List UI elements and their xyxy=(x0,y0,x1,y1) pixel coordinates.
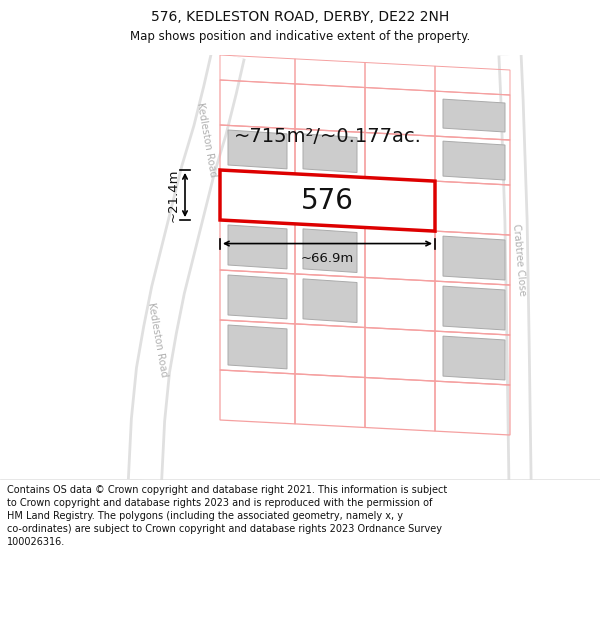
Text: 100026316.: 100026316. xyxy=(7,537,65,547)
Polygon shape xyxy=(220,170,435,231)
Text: Crabtree Close: Crabtree Close xyxy=(511,224,527,296)
Polygon shape xyxy=(303,229,357,272)
Text: ~66.9m: ~66.9m xyxy=(301,251,354,264)
Polygon shape xyxy=(443,236,505,280)
Polygon shape xyxy=(228,130,287,169)
Text: Map shows position and indicative extent of the property.: Map shows position and indicative extent… xyxy=(130,30,470,43)
Text: ~21.4m: ~21.4m xyxy=(167,168,180,222)
Text: Kedleston Road: Kedleston Road xyxy=(146,302,169,378)
Polygon shape xyxy=(443,286,505,330)
Polygon shape xyxy=(443,336,505,380)
Polygon shape xyxy=(228,275,287,319)
Polygon shape xyxy=(443,141,505,180)
Text: Contains OS data © Crown copyright and database right 2021. This information is : Contains OS data © Crown copyright and d… xyxy=(7,485,448,495)
Polygon shape xyxy=(303,279,357,322)
Text: 576, KEDLESTON ROAD, DERBY, DE22 2NH: 576, KEDLESTON ROAD, DERBY, DE22 2NH xyxy=(151,10,449,24)
Text: Kedleston Road: Kedleston Road xyxy=(196,102,218,178)
Text: ~715m²/~0.177ac.: ~715m²/~0.177ac. xyxy=(233,126,421,146)
Text: co-ordinates) are subject to Crown copyright and database rights 2023 Ordnance S: co-ordinates) are subject to Crown copyr… xyxy=(7,524,442,534)
Text: to Crown copyright and database rights 2023 and is reproduced with the permissio: to Crown copyright and database rights 2… xyxy=(7,498,433,508)
Polygon shape xyxy=(443,99,505,132)
Polygon shape xyxy=(303,134,357,172)
Text: 576: 576 xyxy=(301,186,354,214)
Text: HM Land Registry. The polygons (including the associated geometry, namely x, y: HM Land Registry. The polygons (includin… xyxy=(7,511,403,521)
Polygon shape xyxy=(228,325,287,369)
Polygon shape xyxy=(228,225,287,269)
